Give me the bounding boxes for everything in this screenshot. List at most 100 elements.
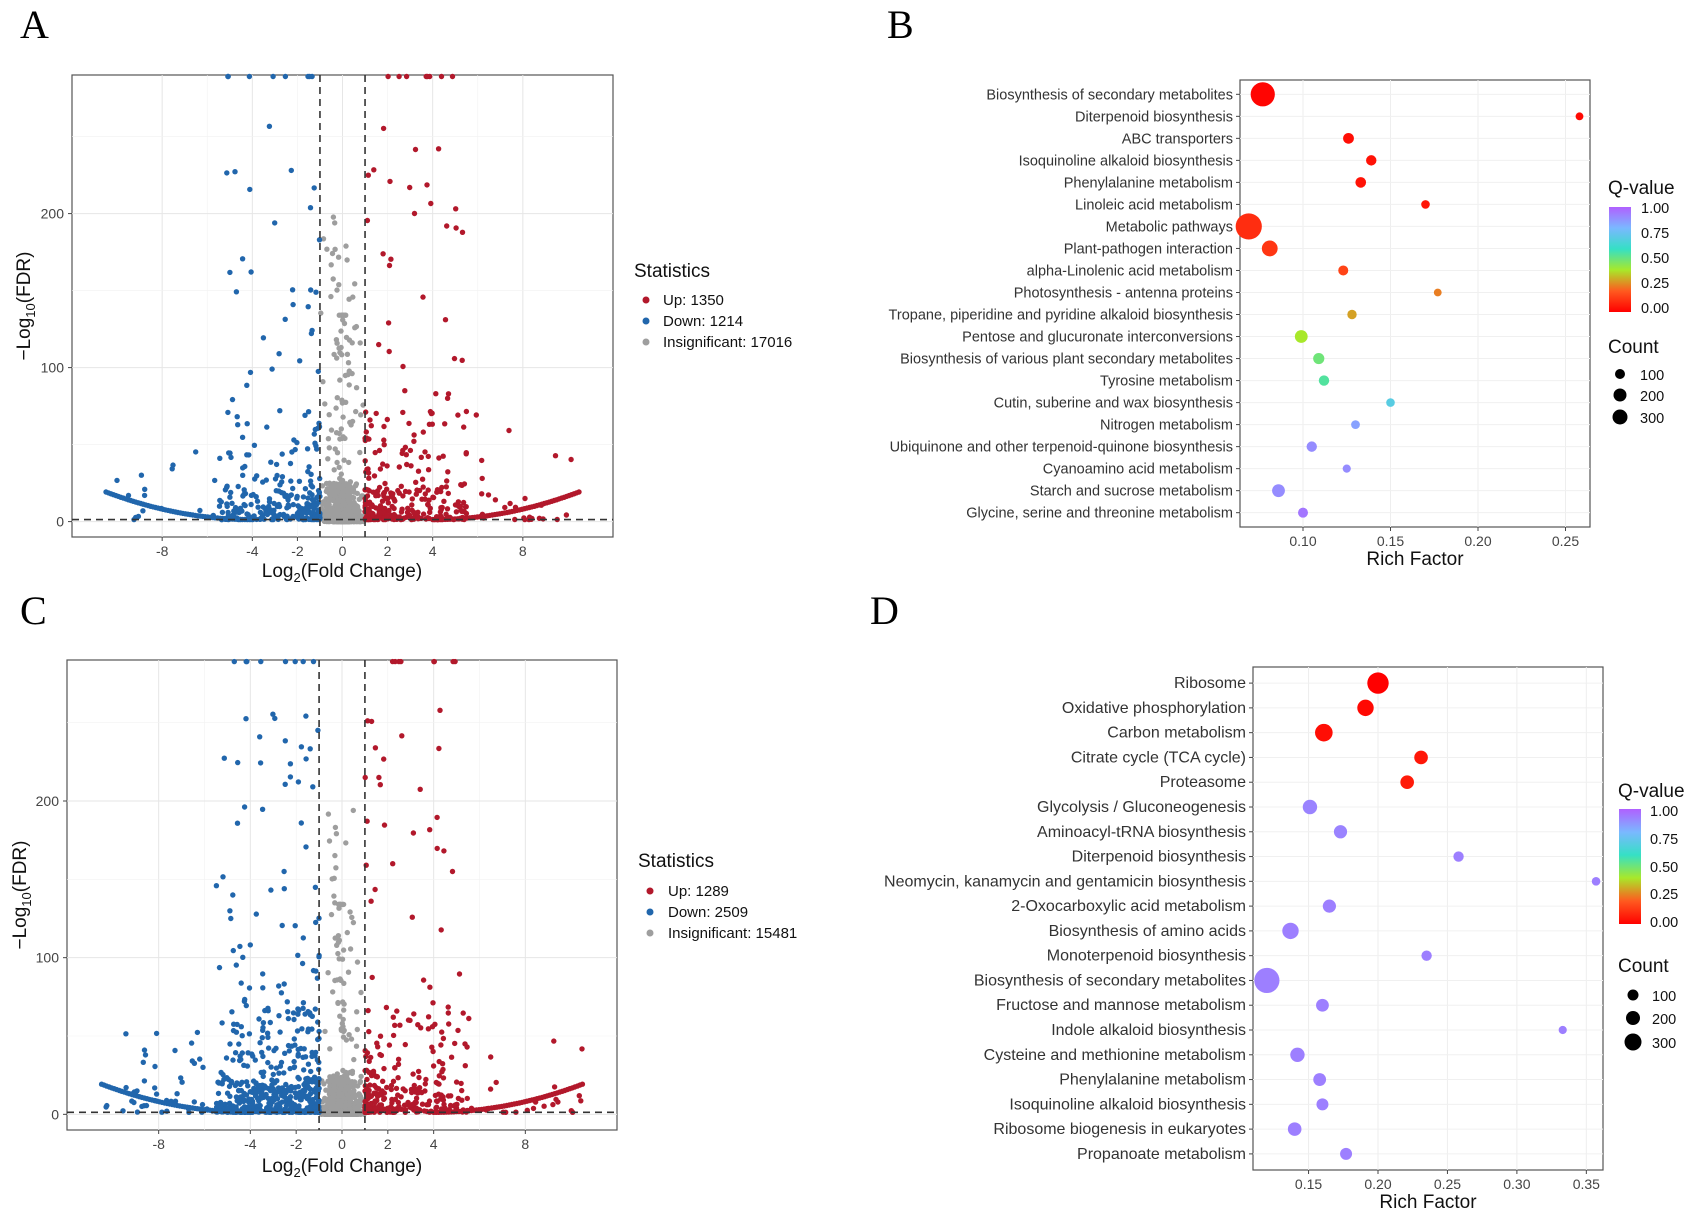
down-regulated-point <box>299 1026 305 1032</box>
up-regulated-point <box>439 1069 445 1075</box>
down-regulated-point <box>290 301 296 308</box>
legend-insig-dot <box>646 929 654 937</box>
down-regulated-point <box>274 1078 280 1084</box>
pathway-label: Isoquinoline alkaloid biosynthesis <box>1019 153 1233 169</box>
down-regulated-point <box>233 962 239 968</box>
up-regulated-point <box>395 1056 402 1063</box>
count-legend: Count 100 200 300 <box>1608 337 1664 427</box>
count-dot-300 <box>1612 409 1628 425</box>
down-regulated-point <box>235 422 241 428</box>
down-regulated-point <box>223 1055 230 1061</box>
down-regulated-point <box>312 1006 318 1012</box>
down-regulated-point <box>302 1054 309 1060</box>
insignificant-point <box>353 1098 360 1104</box>
legend-insig-label: Insignificant: 15481 <box>668 925 797 942</box>
up-regulated-point <box>436 455 442 461</box>
up-regulated-point <box>438 73 445 80</box>
y-tick-label: 200 <box>36 793 60 809</box>
down-regulated-point <box>235 759 241 766</box>
down-regulated-point <box>315 368 321 375</box>
up-regulated-point <box>390 1014 396 1020</box>
up-regulated-point <box>459 229 466 235</box>
insignificant-point <box>337 377 343 383</box>
up-regulated-point <box>455 499 462 505</box>
down-regulated-point <box>134 1088 140 1094</box>
insignificant-point <box>323 480 330 487</box>
down-regulated-point <box>299 960 306 967</box>
count-label-200: 200 <box>1640 389 1664 405</box>
up-regulated-point <box>363 1053 369 1060</box>
down-regulated-point <box>219 1020 225 1026</box>
down-regulated-point <box>152 1063 158 1070</box>
x-tick-label: 0.25 <box>1434 1176 1461 1192</box>
up-regulated-point <box>403 514 410 520</box>
down-regulated-point <box>222 1101 228 1108</box>
up-regulated-point <box>419 1089 425 1096</box>
up-regulated-point <box>374 1073 380 1080</box>
down-regulated-point <box>250 1053 256 1059</box>
down-regulated-point <box>239 434 246 440</box>
q-tick-075: 0.75 <box>1650 832 1678 848</box>
down-regulated-point <box>241 491 247 497</box>
up-regulated-point <box>408 1086 415 1093</box>
down-regulated-point <box>313 1049 319 1056</box>
down-regulated-point <box>179 1079 185 1085</box>
insignificant-point <box>349 513 356 519</box>
insignificant-point <box>353 323 360 330</box>
down-regulated-point <box>288 1105 294 1112</box>
insignificant-point <box>353 408 359 415</box>
insignificant-point <box>340 901 347 908</box>
down-regulated-point <box>292 446 298 453</box>
insignificant-point <box>346 337 353 343</box>
down-regulated-point <box>310 504 316 510</box>
pathway-labels: Ribosome Oxidative phosphorylation Carbon … <box>884 675 1253 1163</box>
down-regulated-point <box>313 443 319 449</box>
down-regulated-point <box>308 287 314 293</box>
insignificant-point <box>346 505 352 511</box>
up-regulated-point <box>455 503 462 509</box>
down-regulated-point <box>224 483 230 489</box>
down-regulated-point <box>305 409 312 415</box>
up-regulated-point <box>382 480 388 487</box>
down-regulated-point <box>291 1058 297 1065</box>
up-regulated-point <box>440 453 446 459</box>
q-tick-025: 0.25 <box>1641 276 1669 292</box>
down-regulated-point <box>305 495 311 501</box>
down-regulated-point <box>300 1092 306 1098</box>
down-regulated-point <box>243 1002 249 1009</box>
down-regulated-point <box>215 1079 221 1085</box>
down-regulated-point <box>257 760 264 766</box>
up-regulated-point <box>370 1069 377 1076</box>
down-regulated-point <box>311 185 317 191</box>
up-regulated-point <box>398 1106 405 1113</box>
down-regulated-point <box>252 1057 258 1063</box>
down-regulated-point <box>248 269 254 275</box>
down-regulated-point <box>263 1091 269 1098</box>
up-regulated-point <box>456 971 463 977</box>
down-regulated-point <box>279 474 286 480</box>
legend-title: Statistics <box>638 851 714 872</box>
pathway-label: Glycine, serine and threonine metabolism <box>966 506 1233 522</box>
threshold-lines <box>72 75 613 537</box>
count-legend-title: Count <box>1618 956 1669 977</box>
insignificant-point <box>333 337 340 343</box>
down-regulated-point <box>255 504 261 510</box>
y-tick-label: 0 <box>56 514 64 530</box>
up-regulated-point <box>445 490 451 497</box>
down-regulated-point <box>252 1093 259 1099</box>
pathway-bubble <box>1306 441 1317 452</box>
up-regulated-point <box>408 463 414 469</box>
up-regulated-point <box>417 786 423 792</box>
up-regulated-point <box>411 210 418 217</box>
down-regulated-point <box>216 503 223 509</box>
legend-down-label: Down: 2509 <box>668 904 748 921</box>
down-regulated-point <box>258 1095 265 1101</box>
down-regulated-point <box>305 73 311 80</box>
pathway-label: Biosynthesis of amino acids <box>1049 923 1246 940</box>
up-regulated-point <box>382 496 389 502</box>
up-regulated-point <box>553 1096 559 1103</box>
up-regulated-point <box>411 1082 417 1089</box>
up-regulated-point <box>578 1098 584 1104</box>
down-regulated-point <box>287 774 294 780</box>
down-regulated-point <box>159 1109 165 1115</box>
